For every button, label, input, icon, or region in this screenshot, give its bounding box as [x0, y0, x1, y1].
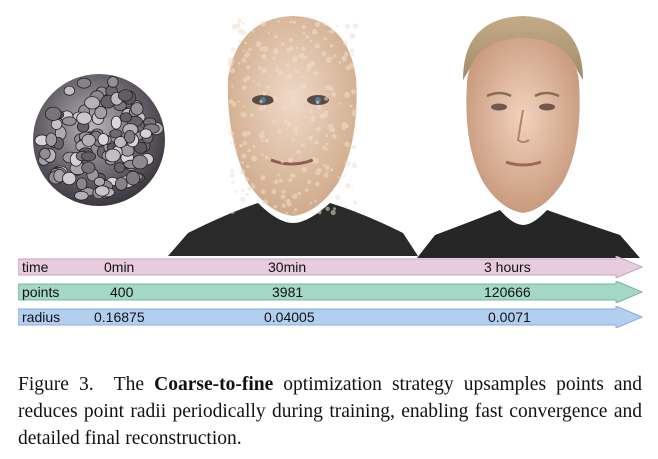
caption-label: Figure 3. — [18, 374, 94, 395]
radius-value-2: 0.0071 — [488, 309, 531, 325]
time-value-1: 30min — [268, 259, 307, 275]
points-row: points 400 3981 120666 — [18, 281, 644, 303]
figure-caption: Figure 3. The Coarse-to-fine optimizatio… — [18, 371, 642, 452]
radius-label: radius — [22, 309, 61, 325]
time-row: time 0min 30min 3 hours — [18, 256, 644, 278]
radius-value-0: 0.16875 — [94, 309, 145, 325]
caption-body: optimization strategy upsamples points a… — [18, 374, 642, 449]
caption-emphasis: Coarse-to-fine — [154, 374, 274, 395]
time-label: time — [22, 259, 49, 275]
points-value-2: 120666 — [484, 284, 531, 300]
time-value-2: 3 hours — [484, 259, 531, 275]
caption-pre: The — [113, 374, 155, 395]
radius-row: radius 0.16875 0.04005 0.0071 — [18, 306, 644, 328]
radius-value-1: 0.04005 — [264, 309, 315, 325]
figure-3: time 0min 30min 3 hours points 400 3981 … — [18, 16, 644, 328]
points-label: points — [22, 284, 60, 300]
coarse-sphere-illustration — [33, 74, 165, 206]
final-reconstruction-face-illustration — [417, 16, 640, 258]
points-value-1: 3981 — [272, 284, 304, 300]
points-value-0: 400 — [110, 284, 134, 300]
point-cloud-face-illustration — [168, 16, 418, 256]
time-value-0: 0min — [104, 259, 135, 275]
